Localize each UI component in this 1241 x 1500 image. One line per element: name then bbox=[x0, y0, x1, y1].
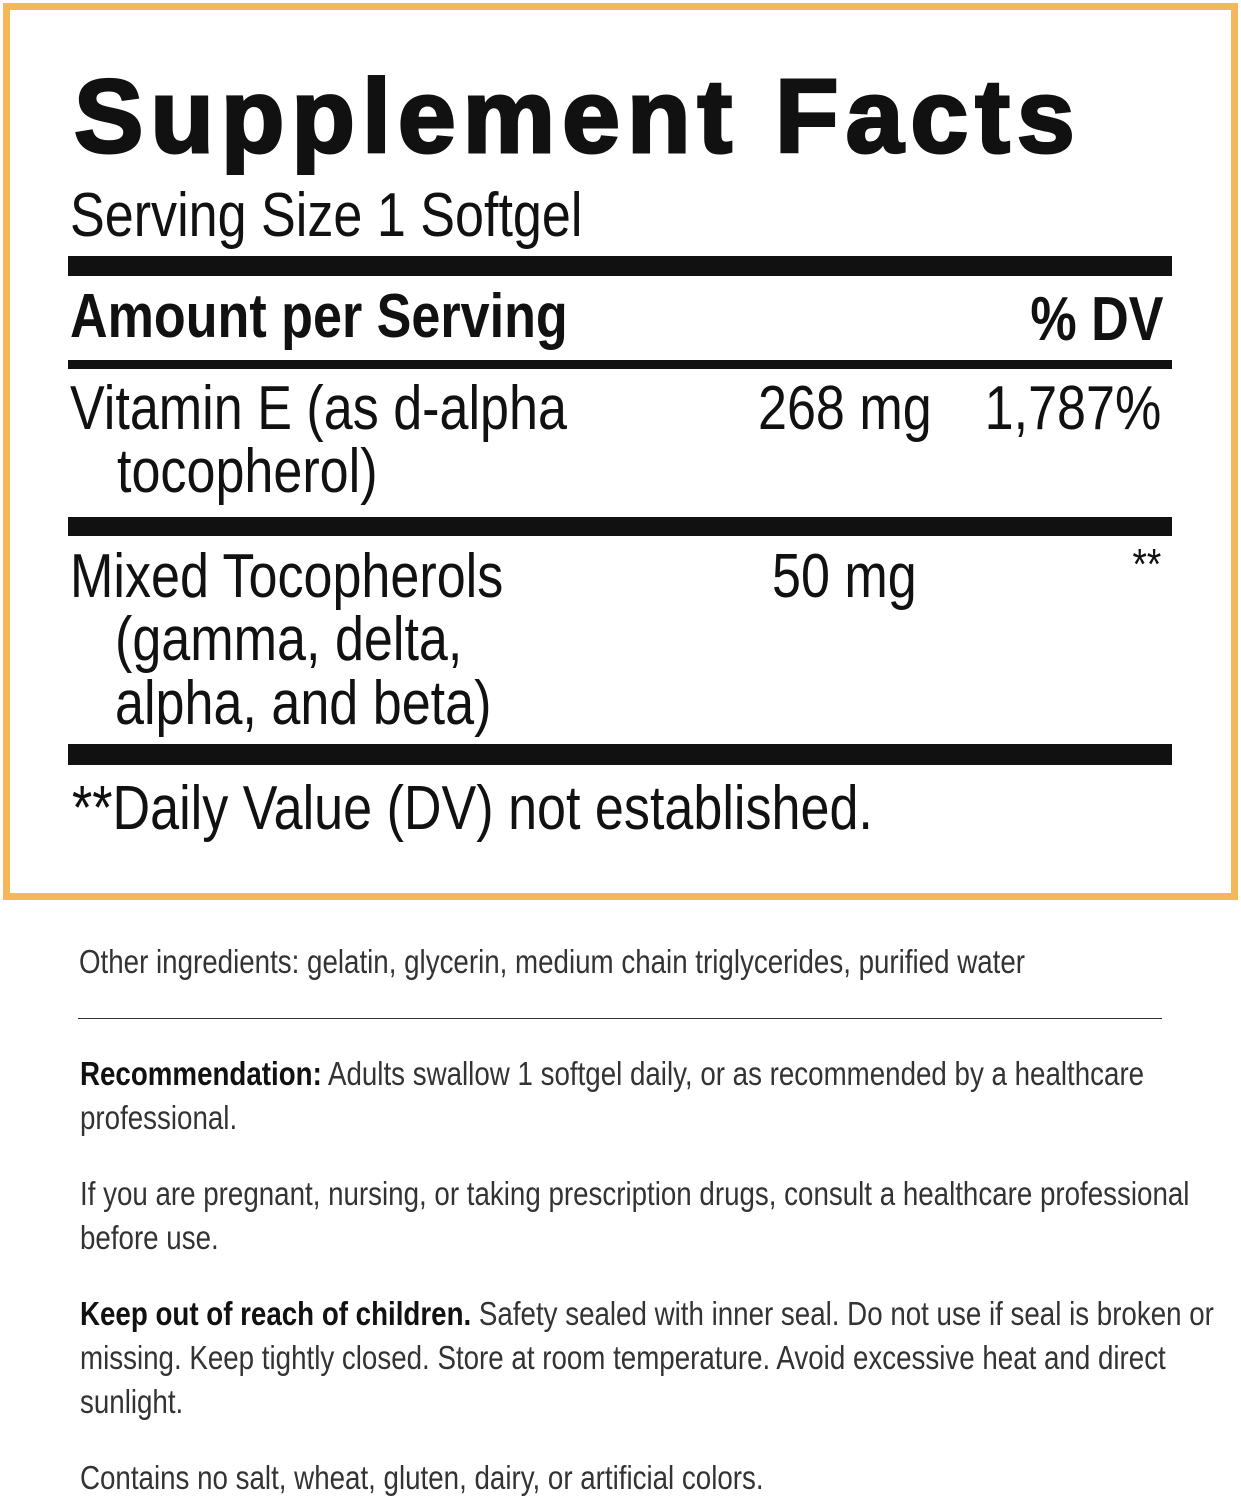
separator-line bbox=[78, 1018, 1162, 1019]
amount-header: Amount per Serving bbox=[70, 282, 568, 351]
supplement-facts-panel bbox=[3, 3, 1238, 900]
pregnancy-warning: If you are pregnant, nursing, or taking … bbox=[80, 1175, 1190, 1256]
nutrient-name-cont: alpha, and beta) bbox=[115, 669, 492, 738]
nutrient-dv: ** bbox=[1132, 540, 1161, 589]
recommendation-text: Adults swallow 1 softgel daily, or as re… bbox=[80, 1055, 1145, 1136]
nutrient-amount: 50 mg bbox=[772, 542, 917, 611]
divider-thick bbox=[68, 517, 1172, 536]
divider-medium bbox=[68, 360, 1172, 369]
recommendation-label: Recommendation: bbox=[80, 1055, 322, 1092]
nutrient-name: Vitamin E (as d-alpha bbox=[70, 374, 567, 443]
panel-title: Supplement Facts bbox=[73, 58, 1082, 177]
nutrient-name-cont: tocopherol) bbox=[117, 437, 378, 506]
dv-header: % DV bbox=[1029, 285, 1163, 354]
storage-label: Keep out of reach of children. bbox=[80, 1295, 472, 1332]
serving-size: Serving Size 1 Softgel bbox=[70, 181, 583, 250]
nutrient-name: Mixed Tocopherols bbox=[70, 542, 504, 611]
divider-thick bbox=[68, 256, 1172, 276]
nutrient-amount: 268 mg bbox=[758, 374, 932, 443]
nutrient-dv: 1,787% bbox=[984, 374, 1161, 443]
contains-statement: Contains no salt, wheat, gluten, dairy, … bbox=[80, 1459, 764, 1496]
storage-warning: Keep out of reach of children. Safety se… bbox=[80, 1292, 1220, 1424]
other-ingredients: Other ingredients: gelatin, glycerin, me… bbox=[79, 943, 1026, 980]
nutrient-name-cont: (gamma, delta, bbox=[115, 605, 463, 674]
divider-thick bbox=[68, 744, 1172, 765]
footnote: **Daily Value (DV) not established. bbox=[72, 774, 873, 843]
recommendation: Recommendation: Adults swallow 1 softgel… bbox=[80, 1052, 1220, 1140]
storage-text: Safety sealed with inner seal. Do not us… bbox=[80, 1295, 1214, 1420]
